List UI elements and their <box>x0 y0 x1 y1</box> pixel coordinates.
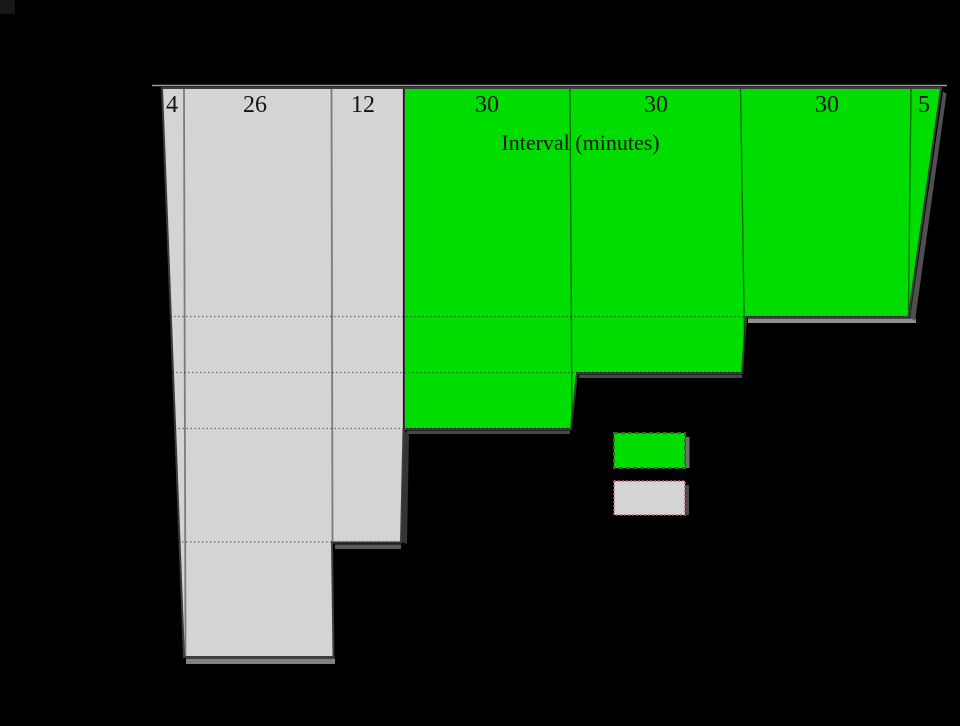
legend-gray-swatch-shadow <box>685 485 689 515</box>
divider-30-30-a <box>569 88 573 429</box>
segment-label-26: 26 <box>243 92 267 118</box>
segment-label-4: 4 <box>166 92 178 118</box>
shadow-under-step-4 <box>335 544 401 549</box>
legend-gray-swatch <box>613 480 686 516</box>
divider-30-30-b <box>739 88 746 372</box>
segment-label-30b: 30 <box>644 92 668 118</box>
corner-artifact <box>0 0 15 14</box>
shadow-under-step-1 <box>748 318 916 323</box>
x-axis-title: Interval (minutes) <box>501 130 659 155</box>
shadow-right-of-12-column <box>401 430 409 544</box>
legend-green-swatch <box>613 432 686 469</box>
shadow-under-step-2 <box>579 374 742 378</box>
segment-label-30c: 30 <box>815 92 839 118</box>
shadow-right-edge <box>910 91 947 321</box>
divider-30-5 <box>907 88 912 311</box>
legend-green-swatch-shadow <box>685 437 690 468</box>
divider-26-12 <box>330 88 334 543</box>
shadow-under-bottom <box>186 658 335 664</box>
segment-label-30a: 30 <box>475 92 499 118</box>
shadow-under-step-3 <box>407 430 570 434</box>
segment-label-12: 12 <box>351 92 375 118</box>
segment-label-5: 5 <box>918 92 930 118</box>
